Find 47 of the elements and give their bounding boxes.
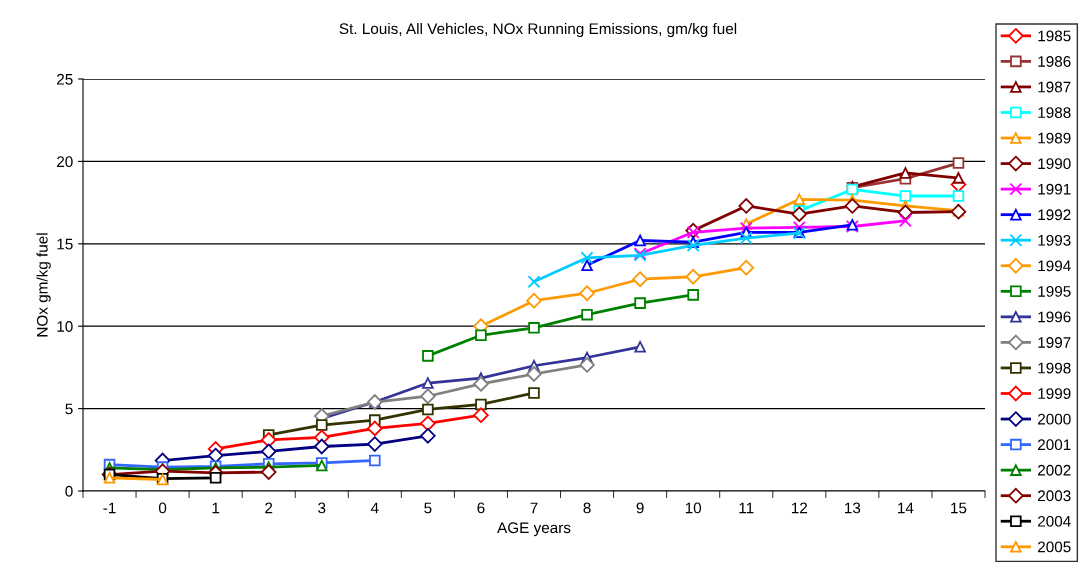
legend-label: 1986 xyxy=(1038,56,1071,67)
x-tick-label: 11 xyxy=(739,502,754,514)
y-axis-title: NOx gm/kg fuel xyxy=(36,233,51,337)
x-tick-label: 4 xyxy=(370,502,379,514)
x-tick-label: 9 xyxy=(636,502,644,514)
legend-label: 1998 xyxy=(1038,362,1071,374)
legend-label: 2002 xyxy=(1038,464,1071,476)
legend-label: 2000 xyxy=(1038,413,1071,425)
x-tick-label: -1 xyxy=(103,502,116,514)
chart-title: St. Louis, All Vehicles, NOx Running Emissions, gm/kg fuel xyxy=(339,22,737,38)
x-tick-label: 13 xyxy=(845,502,861,514)
x-tick-label: 2 xyxy=(265,502,273,514)
legend-label: 1999 xyxy=(1038,388,1071,399)
x-tick-label: 3 xyxy=(318,502,326,514)
legend-label: 1994 xyxy=(1038,260,1071,272)
x-tick-label: 12 xyxy=(791,502,808,514)
x-tick-label: 10 xyxy=(685,502,702,514)
legend-label: 2003 xyxy=(1038,490,1071,502)
legend-label: 1992 xyxy=(1038,209,1071,221)
legend-label: 1991 xyxy=(1038,183,1071,195)
legend-label: 1988 xyxy=(1038,107,1071,118)
y-tick-label: 25 xyxy=(57,73,73,85)
legend-label: 1995 xyxy=(1038,285,1071,297)
legend-label: 2005 xyxy=(1038,541,1071,553)
x-axis-title: AGE years xyxy=(497,522,571,537)
y-tick-label: 15 xyxy=(57,238,73,250)
legend-label: 2004 xyxy=(1038,515,1071,527)
x-tick-label: 0 xyxy=(158,502,167,514)
legend-label: 2001 xyxy=(1038,439,1071,451)
legend-label: 1997 xyxy=(1038,337,1071,348)
legend-label: 1987 xyxy=(1038,81,1071,93)
y-tick-label: 10 xyxy=(57,321,73,332)
x-tick-label: 14 xyxy=(898,502,914,514)
x-tick-label: 7 xyxy=(530,502,538,514)
legend-label: 1993 xyxy=(1038,234,1071,246)
x-tick-label: 15 xyxy=(951,502,967,514)
legend-label: 1989 xyxy=(1038,132,1071,144)
y-tick-label: 5 xyxy=(65,403,73,415)
x-tick-label: 5 xyxy=(424,502,432,514)
y-tick-label: 20 xyxy=(57,156,73,168)
x-tick-label: 6 xyxy=(477,502,485,514)
legend-label: 1990 xyxy=(1038,158,1071,170)
legend-label: 1996 xyxy=(1038,311,1071,323)
x-tick-label: 8 xyxy=(583,502,591,514)
x-tick-label: 1 xyxy=(212,502,220,514)
y-tick-label: 0 xyxy=(65,485,73,497)
legend-label: 1985 xyxy=(1038,30,1071,42)
